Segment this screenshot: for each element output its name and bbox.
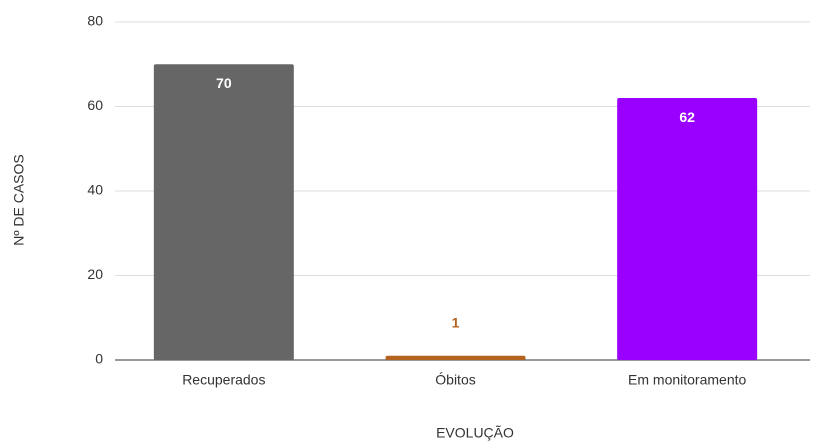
bar (153, 64, 294, 360)
y-tick-label: 40 (87, 182, 103, 198)
y-tick-label: 0 (95, 351, 103, 367)
data-label: 1 (452, 314, 460, 330)
y-tick-label: 20 (87, 266, 103, 282)
data-label: 62 (679, 109, 695, 125)
y-axis-label: Nº DE CASOS (11, 154, 27, 245)
y-tick-label: 60 (87, 97, 103, 113)
data-label: 70 (216, 75, 232, 91)
bar (385, 355, 526, 360)
bar (617, 98, 758, 361)
x-axis-label: EVOLUÇÃO (436, 425, 514, 441)
x-tick-label: Em monitoramento (628, 372, 746, 388)
y-tick-label: 80 (87, 13, 103, 29)
x-tick-label: Recuperados (182, 372, 265, 388)
x-tick-label: Óbitos (435, 372, 475, 388)
